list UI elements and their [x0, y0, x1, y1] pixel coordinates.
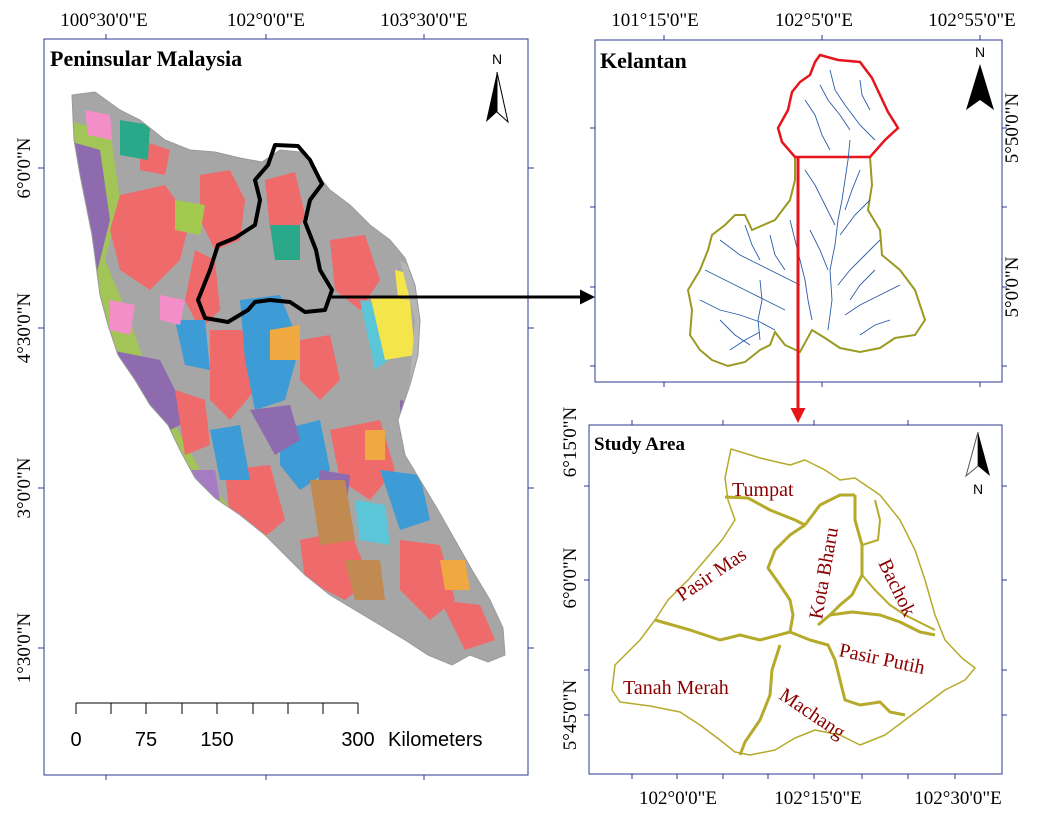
top-tick-label: 100°30'0"E	[60, 10, 147, 31]
svg-text:N: N	[973, 481, 983, 497]
study-area-panel: 6°15'0"N 6°0'0"N 5°45'0"N 102°0'0"E 102°…	[560, 406, 1007, 809]
bottom-tick-label: 102°30'0"E	[914, 788, 1001, 809]
district-label-tanah-merah: Tanah Merah	[623, 677, 729, 699]
peninsular-geology-map	[71, 91, 506, 666]
kelantan-outline	[196, 143, 334, 324]
top-tick-label: 102°55'0"E	[928, 10, 1015, 31]
left-tick-label: 6°15'0"N	[560, 406, 581, 477]
district-boundaries	[611, 448, 976, 756]
north-arrow-icon: N	[486, 51, 509, 124]
north-arrow-icon: N	[966, 44, 994, 110]
right-tick-label: 5°50'0"N	[1002, 92, 1023, 163]
north-arrow-icon: N	[965, 431, 990, 497]
district-label-tumpat: Tumpat	[732, 479, 794, 501]
scale-label: 0	[70, 729, 81, 751]
svg-text:N: N	[975, 44, 985, 60]
left-tick-label: 3°0'0"N	[14, 457, 35, 518]
river-network	[699, 69, 901, 351]
top-tick-label: 101°15'0"E	[611, 10, 698, 31]
kelantan-title: Kelantan	[600, 48, 687, 73]
right-tick-label: 5°0'0"N	[1002, 256, 1023, 317]
scale-bar: 0 75 150 300 Kilometers	[70, 702, 482, 751]
study-area-frame	[588, 424, 1003, 775]
bottom-tick-label: 102°15'0"E	[774, 788, 861, 809]
scale-unit: Kilometers	[388, 729, 482, 751]
kelantan-inland-outline	[686, 156, 927, 368]
top-tick-label: 102°5'0"E	[775, 10, 853, 31]
left-tick-label: 6°0'0"N	[560, 547, 581, 608]
scale-label: 75	[135, 729, 157, 751]
bottom-tick-label: 102°0'0"E	[639, 788, 717, 809]
study-area-title: Study Area	[594, 434, 685, 455]
left-tick-label: 5°45'0"N	[560, 679, 581, 750]
kelantan-panel: 101°15'0"E 102°5'0"E 102°55'0"E 5°50'0"N…	[590, 10, 1023, 423]
top-tick-label: 102°0'0"E	[227, 10, 305, 31]
peninsular-panel: 100°30'0"E 102°0'0"E 103°30'0"E 6°0'0"N …	[14, 10, 595, 780]
left-tick-label: 4°30'0"N	[14, 292, 35, 363]
left-tick-label: 1°30'0"N	[14, 612, 35, 683]
scale-label: 150	[200, 729, 233, 751]
peninsular-title: Peninsular Malaysia	[50, 46, 242, 71]
left-tick-label: 6°0'0"N	[14, 137, 35, 198]
svg-text:N: N	[492, 51, 502, 67]
scale-label: 300	[341, 729, 374, 751]
kelantan-coastal-outline	[776, 53, 900, 159]
top-tick-label: 103°30'0"E	[380, 10, 467, 31]
